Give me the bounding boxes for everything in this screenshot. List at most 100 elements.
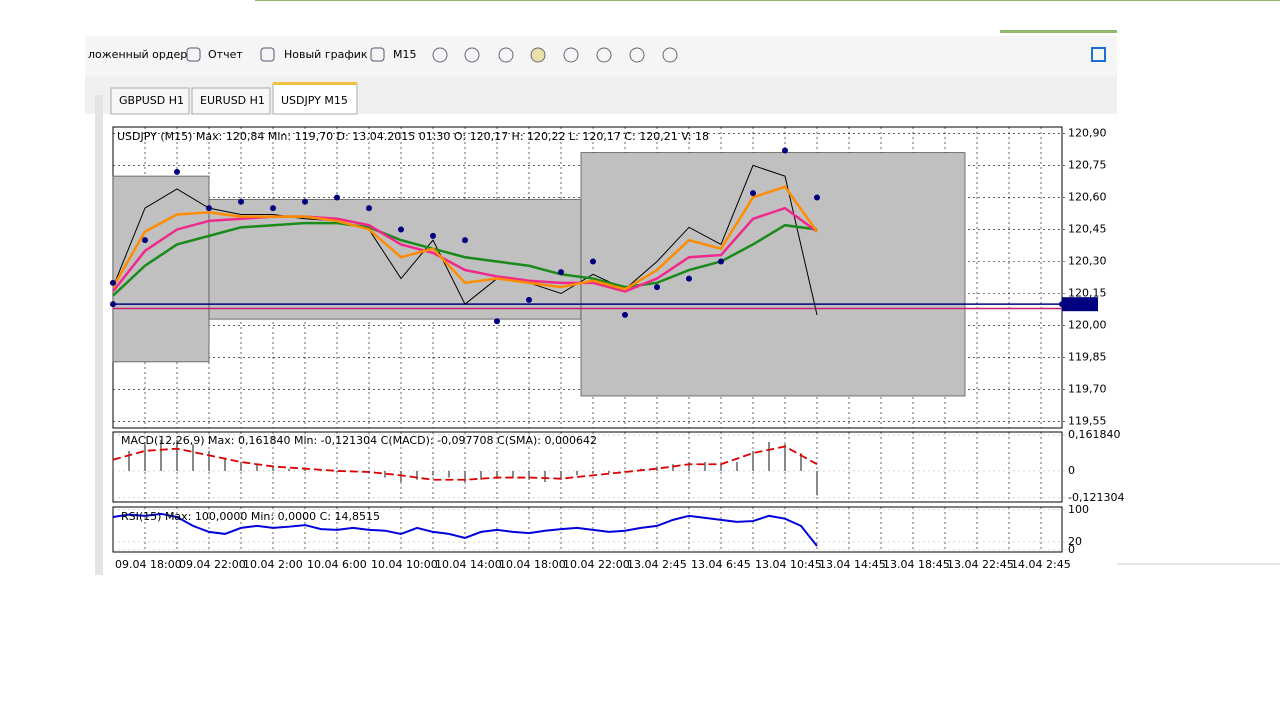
- toolbar-button[interactable]: Новый график: [284, 48, 368, 61]
- y-tick-label: 0: [1068, 543, 1075, 556]
- macd-bar: [576, 470, 578, 476]
- toolbar-icon[interactable]: [432, 47, 448, 63]
- rsi-line: [112, 512, 818, 547]
- level-dot: [1059, 301, 1065, 308]
- y-tick-label: 0,161840: [1068, 428, 1121, 441]
- sar-dot: [110, 279, 116, 286]
- sar-dot: [334, 194, 340, 201]
- macd-bar: [464, 470, 466, 482]
- x-tick-label: 13.04 10:45: [755, 558, 822, 571]
- macd-bar: [112, 459, 114, 471]
- y-tick-label: 120,45: [1068, 222, 1107, 235]
- tab-accent: [273, 82, 357, 85]
- y-tick-label: 0: [1068, 464, 1075, 477]
- sar-dot: [590, 258, 596, 265]
- sar-dot: [206, 205, 212, 212]
- y-tick-label: 120,90: [1068, 126, 1107, 139]
- x-tick-label: 09.04 18:00: [115, 558, 182, 571]
- sar-dot: [270, 205, 276, 212]
- macd-bar: [480, 470, 482, 480]
- y-tick-label: 119,85: [1068, 351, 1107, 364]
- macd-bar: [768, 442, 770, 471]
- sar-dot: [782, 147, 788, 154]
- sar-dot: [558, 269, 564, 276]
- y-tick-label: 119,55: [1068, 415, 1107, 428]
- toolbar-icon[interactable]: [563, 47, 579, 63]
- x-tick-label: 10.04 2:00: [243, 558, 303, 571]
- y-tick-label: 120,30: [1068, 254, 1107, 267]
- sar-dot: [302, 198, 308, 205]
- x-tick-label: 13.04 22:45: [947, 558, 1014, 571]
- macd-bar: [128, 450, 130, 471]
- macd-bar: [720, 464, 722, 471]
- scrollbar: [95, 95, 103, 575]
- y-tick-label: 100: [1068, 503, 1089, 516]
- sar-dot: [398, 226, 404, 233]
- x-tick-label: 10.04 18:00: [499, 558, 566, 571]
- chart-info: USDJPY (M15) Max: 120,84 Min: 119,70 D: …: [117, 130, 709, 143]
- y-tick-label: 119,70: [1068, 383, 1107, 396]
- sar-dot: [430, 232, 436, 239]
- macd-bar: [272, 466, 274, 471]
- chart-info: MACD(12,26,9) Max: 0,161840 Min: -0,1213…: [121, 434, 597, 447]
- level-dot: [110, 301, 116, 308]
- toolbar-icon[interactable]: [596, 47, 612, 63]
- macd-bar: [288, 468, 290, 471]
- macd-bar: [800, 453, 802, 471]
- macd-bar: [256, 464, 258, 471]
- y-tick-label: 120,75: [1068, 158, 1107, 171]
- macd-bar: [304, 468, 306, 471]
- y-tick-label: 20: [1068, 535, 1082, 548]
- price-line: [112, 164, 818, 315]
- toolbar-icon[interactable]: [629, 47, 645, 63]
- macd-bar: [384, 470, 386, 478]
- chart-info: RSI(15) Max: 100,0000 Min: 0,0000 C: 14,…: [121, 510, 380, 523]
- macd-bar: [400, 470, 402, 482]
- tab[interactable]: [272, 83, 358, 115]
- macd-bar: [160, 439, 162, 471]
- toolbar-button[interactable]: ложенный ордер: [88, 48, 187, 61]
- day-range-box: [208, 199, 582, 320]
- y-tick-label: 120,60: [1068, 190, 1107, 203]
- x-tick-label: 13.04 2:45: [627, 558, 687, 571]
- tab-label: GBPUSD H1: [119, 94, 184, 107]
- macd-bar: [544, 470, 546, 482]
- macd-bar: [144, 444, 146, 471]
- toolbar-icon: [260, 47, 275, 62]
- sar-dot: [622, 311, 628, 318]
- sar-dot: [686, 275, 692, 282]
- sar-dot: [462, 237, 468, 244]
- macd-bar: [656, 466, 658, 471]
- toolbar-icon[interactable]: [498, 47, 514, 63]
- macd-bar: [608, 470, 610, 474]
- toolbar: [85, 36, 1117, 76]
- toolbar-button[interactable]: M15: [393, 48, 417, 61]
- rsi-panel: [112, 506, 1063, 553]
- sar-dot: [526, 296, 532, 303]
- x-tick-label: 10.04 14:00: [435, 558, 502, 571]
- sar-dot: [174, 168, 180, 175]
- sar-dot: [238, 198, 244, 205]
- macd-bar: [192, 444, 194, 471]
- window-icon[interactable]: [1091, 47, 1106, 62]
- toolbar-icon[interactable]: [530, 47, 546, 63]
- sar-dot: [814, 194, 820, 201]
- macd-bar: [672, 464, 674, 471]
- tab[interactable]: [110, 87, 190, 115]
- tab[interactable]: [191, 87, 271, 115]
- moving-average: [112, 221, 818, 297]
- macd-bar: [496, 470, 498, 478]
- tab-label: USDJPY M15: [281, 94, 348, 107]
- toolbar-icon[interactable]: [662, 47, 678, 63]
- toolbar-icon[interactable]: [464, 47, 480, 63]
- macd-bar: [336, 470, 338, 472]
- macd-bar: [736, 462, 738, 471]
- x-tick-label: 13.04 18:45: [883, 558, 950, 571]
- macd-bar: [512, 470, 514, 478]
- x-tick-label: 13.04 14:45: [819, 558, 886, 571]
- toolbar-button[interactable]: Отчет: [208, 48, 243, 61]
- toolbar-icon: [186, 47, 201, 62]
- macd-bar: [432, 470, 434, 476]
- x-tick-label: 14.04 2:45: [1011, 558, 1071, 571]
